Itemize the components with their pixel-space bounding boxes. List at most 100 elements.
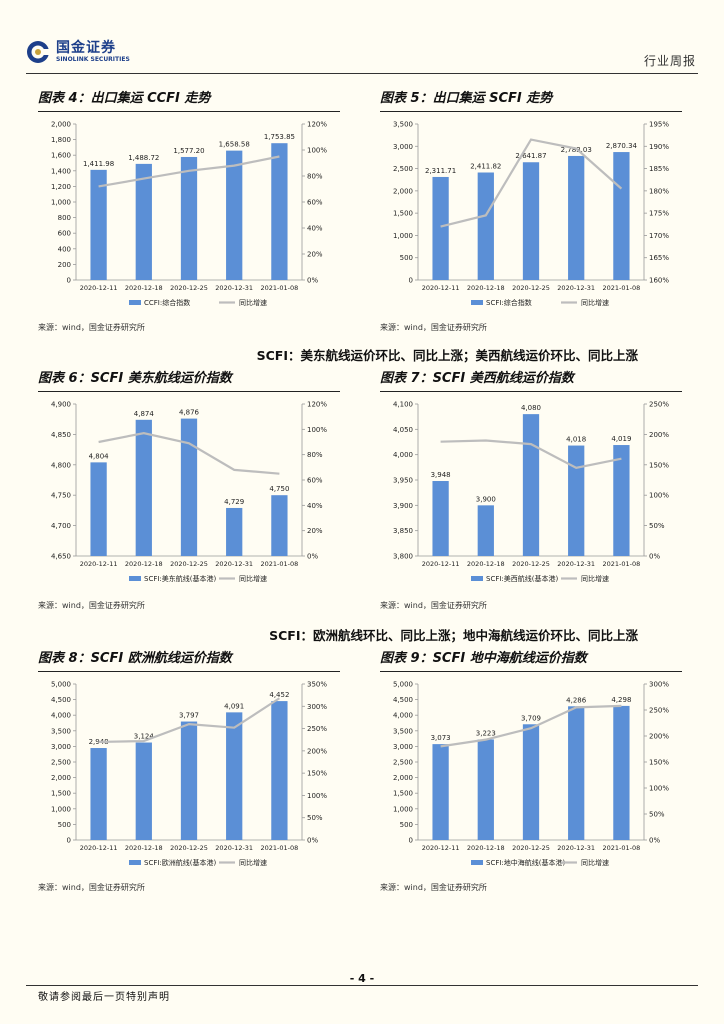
bar-value-label: 3,797 [179, 712, 199, 720]
right-tick-label: 20% [307, 527, 323, 535]
right-tick-label: 200% [649, 431, 669, 439]
bar-value-label: 4,080 [521, 404, 541, 412]
figure-5-title: 图表 5：出口集运 SCFI 走势 [380, 88, 682, 112]
left-tick-label: 2,500 [393, 759, 413, 767]
bar-value-label: 4,018 [566, 436, 586, 444]
logo-cn-text: 国金证券 [56, 39, 116, 56]
left-tick-label: 3,950 [393, 477, 413, 485]
left-tick-label: 0 [409, 277, 413, 285]
chart-svg: 0 500 1,000 1,500 2,000 2,500 3,000 3,500 160% 16… [393, 121, 669, 308]
left-tick-label: 5,000 [393, 681, 413, 689]
right-tick-label: 100% [307, 792, 327, 800]
figure-4-title: 图表 4：出口集运 CCFI 走势 [38, 88, 340, 112]
bar [477, 172, 494, 280]
right-tick-label: 60% [307, 477, 323, 485]
right-tick-label: 150% [649, 759, 669, 767]
right-tick-label: 50% [649, 811, 665, 819]
x-tick-label: 2021-01-08 [603, 284, 641, 292]
figure-8-chart: 0 500 1,000 1,500 2,000 2,500 3,000 3,500 4,000 4… [38, 674, 340, 876]
bar-value-label: 4,750 [269, 485, 289, 493]
bar [432, 176, 449, 280]
left-tick-label: 1,800 [51, 136, 71, 144]
left-tick-label: 500 [400, 821, 413, 829]
bar [613, 705, 630, 840]
right-tick-label: 20% [307, 251, 323, 259]
bar [271, 495, 288, 556]
right-tick-label: 250% [307, 725, 327, 733]
right-tick-label: 40% [307, 225, 323, 233]
figure-6-title: 图表 6：SCFI 美东航线运价指数 [38, 368, 340, 392]
right-tick-label: 190% [649, 143, 669, 151]
x-tick-label: 2020-12-25 [170, 844, 208, 852]
bar [477, 739, 494, 840]
left-tick-label: 4,500 [51, 696, 71, 704]
x-tick-label: 2020-12-11 [422, 844, 460, 852]
left-tick-label: 4,100 [393, 401, 413, 409]
bar [271, 143, 288, 280]
bar [226, 507, 243, 556]
bar [568, 706, 585, 840]
bar [135, 419, 152, 556]
left-tick-label: 3,850 [393, 527, 413, 535]
bar-value-label: 1,753.85 [264, 133, 295, 141]
bar-value-label: 4,019 [611, 435, 631, 443]
right-tick-label: 100% [649, 492, 669, 500]
figure-7-source: 来源：wind，国金证券研究所 [380, 601, 487, 610]
footer-disclaimer: 敬请参阅最后一页特别声明 [38, 992, 170, 1003]
left-tick-label: 2,000 [393, 774, 413, 782]
left-tick-label: 0 [409, 837, 413, 845]
bar [180, 418, 198, 556]
left-tick-label: 4,000 [393, 451, 413, 459]
bar-value-label: 4,729 [224, 498, 244, 506]
right-tick-label: 160% [649, 277, 669, 285]
x-tick-label: 2020-12-25 [512, 560, 550, 568]
left-tick-label: 2,000 [51, 774, 71, 782]
left-tick-label: 2,500 [51, 759, 71, 767]
x-tick-label: 2021-01-08 [261, 560, 299, 568]
bar-value-label: 4,091 [224, 702, 244, 710]
left-tick-label: 1,500 [393, 790, 413, 798]
left-tick-label: 1,400 [51, 167, 71, 175]
right-tick-label: 0% [307, 553, 318, 561]
left-tick-label: 500 [400, 254, 413, 262]
x-tick-label: 2020-12-11 [80, 284, 118, 292]
figure-8-source: 来源：wind，国金证券研究所 [38, 883, 145, 892]
x-tick-label: 2020-12-18 [125, 560, 163, 568]
chart-svg: 4,650 4,700 4,750 4,800 4,850 4,900 0% 20% 40% 60… [51, 401, 327, 584]
left-tick-label: 3,500 [51, 727, 71, 735]
bar [180, 721, 198, 840]
legend-line-label: 同比增速 [239, 298, 267, 307]
bar [180, 156, 198, 280]
legend-bar-swatch [471, 860, 483, 865]
right-tick-label: 300% [307, 703, 327, 711]
legend-line-label: 同比增速 [239, 574, 267, 583]
bar [477, 505, 494, 556]
bar-value-label: 3,124 [134, 733, 155, 741]
bar [613, 152, 630, 280]
left-tick-label: 800 [58, 214, 71, 222]
right-tick-label: 0% [649, 837, 660, 845]
figure-6-chart: 4,650 4,700 4,750 4,800 4,850 4,900 0% 20% 40% 60… [38, 394, 340, 592]
right-tick-label: 40% [307, 502, 323, 510]
bar-value-label: 4,874 [134, 410, 155, 418]
right-tick-label: 200% [307, 747, 327, 755]
bar [432, 481, 449, 556]
right-tick-label: 175% [649, 210, 669, 218]
bar-value-label: 4,452 [269, 691, 289, 699]
right-tick-label: 300% [649, 681, 669, 689]
right-tick-label: 150% [649, 461, 669, 469]
left-tick-label: 2,500 [393, 165, 413, 173]
left-tick-label: 4,650 [51, 553, 71, 561]
right-tick-label: 350% [307, 681, 327, 689]
bar-value-label: 3,900 [476, 495, 496, 503]
right-tick-label: 100% [307, 147, 327, 155]
bar-value-label: 3,223 [476, 729, 496, 737]
bar [90, 748, 107, 840]
legend-bar-swatch [471, 300, 483, 305]
right-tick-label: 120% [307, 401, 327, 409]
yoy-growth-line [440, 439, 622, 469]
yoy-growth-line [98, 697, 281, 744]
logo-en-text: SINOLINK SECURITIES [56, 55, 130, 63]
legend-bar-swatch [129, 860, 141, 865]
yoy-growth-line [98, 432, 280, 475]
